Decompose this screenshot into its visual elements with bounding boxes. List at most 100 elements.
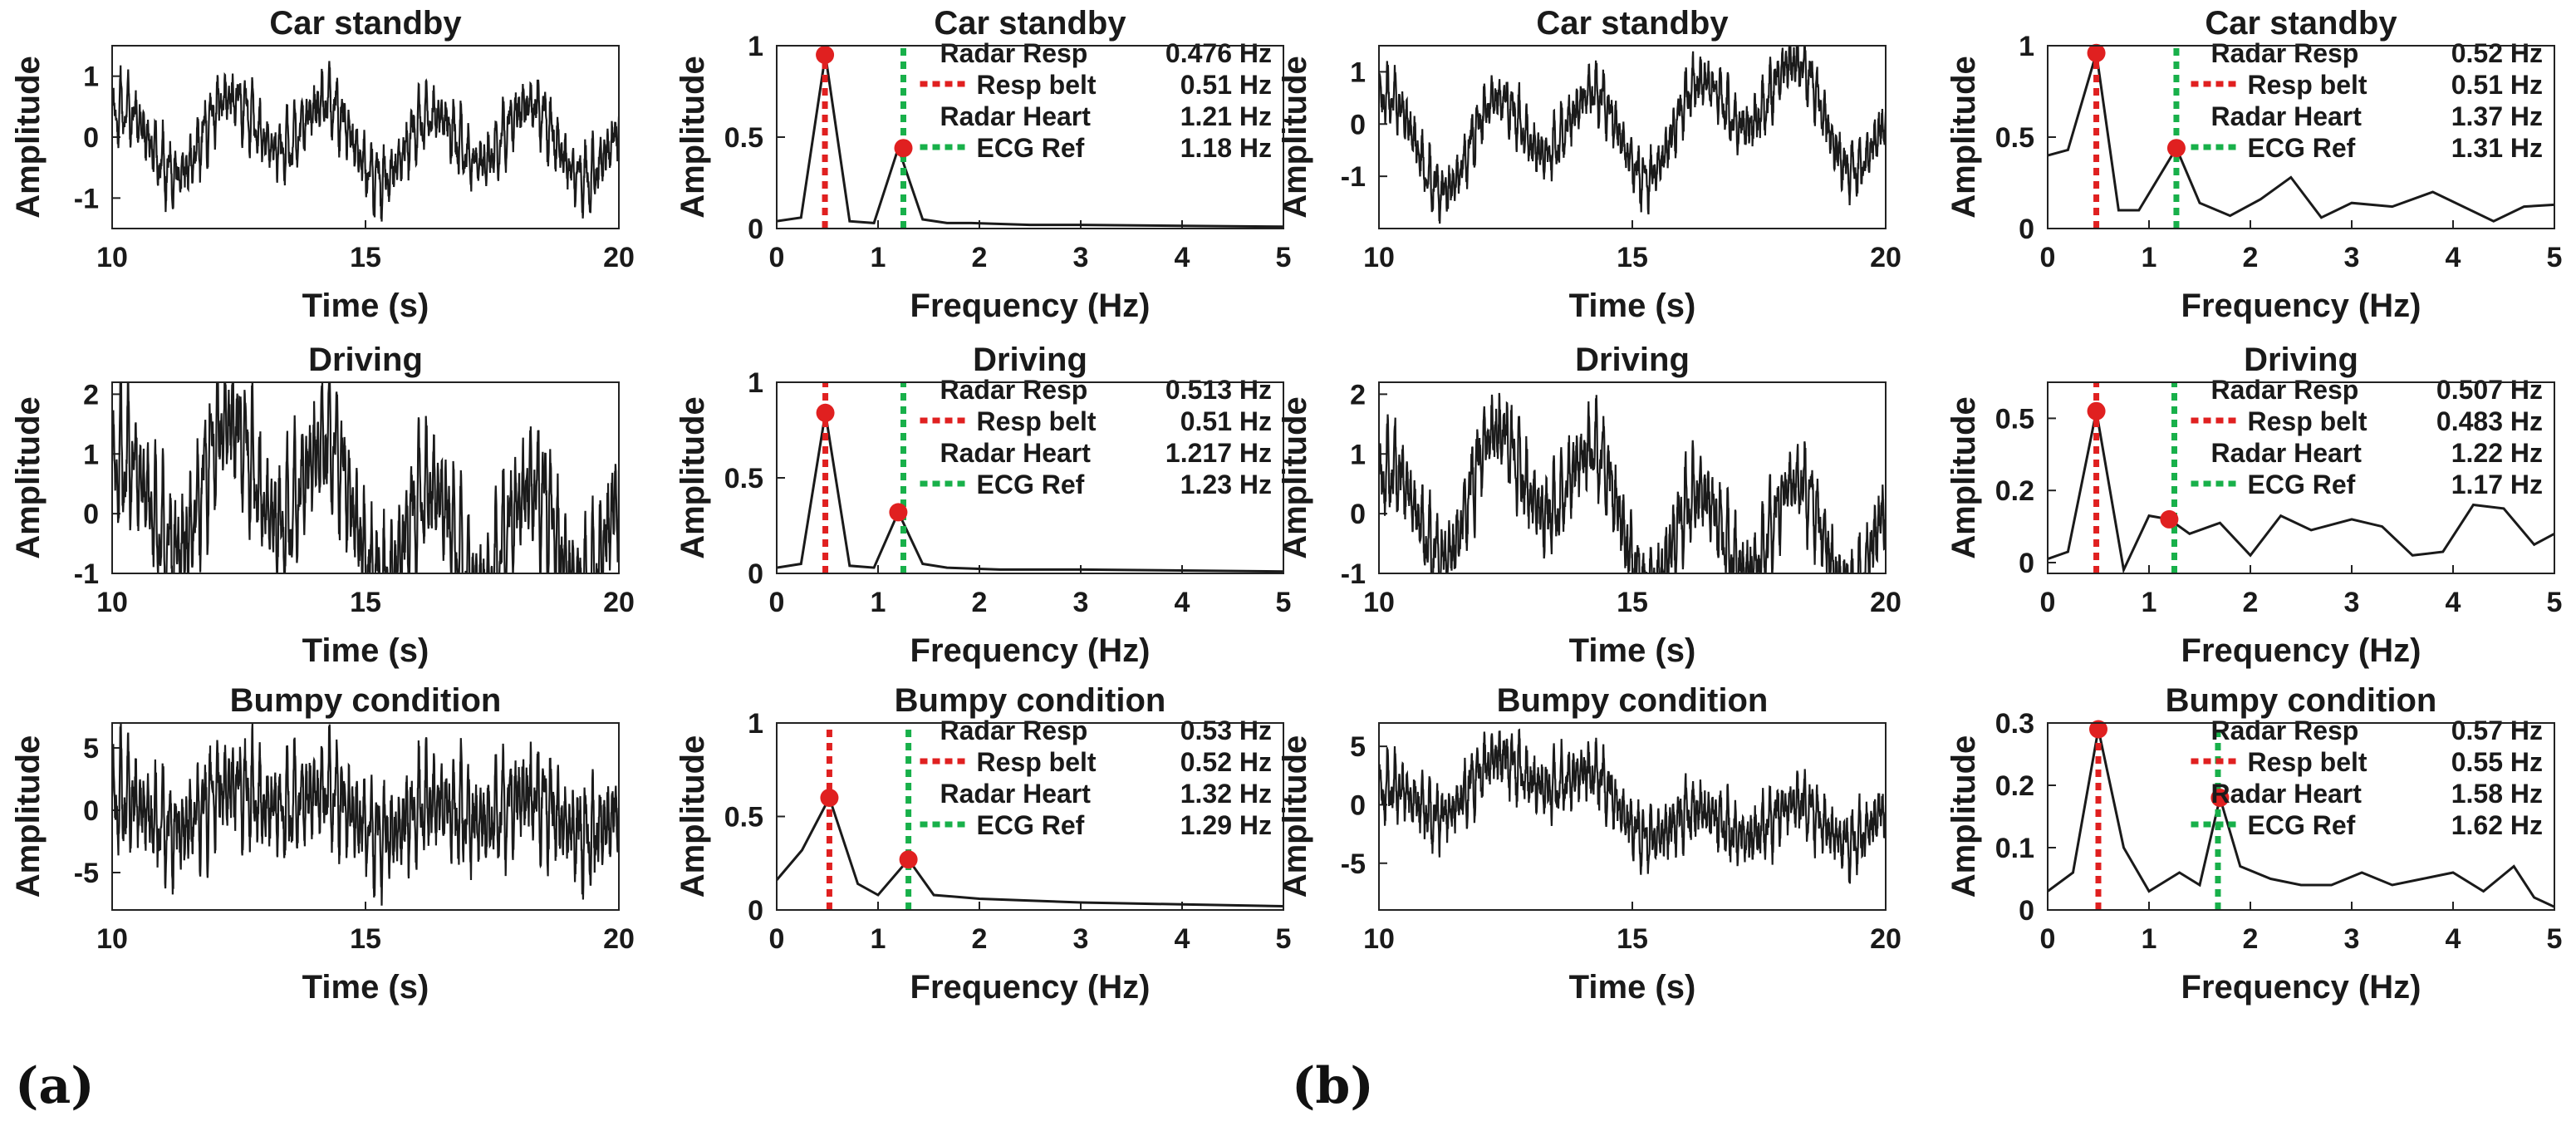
x-tick-label: 0	[2040, 587, 2056, 618]
heart-peak-marker	[2160, 509, 2179, 529]
heart-peak-marker	[899, 850, 918, 869]
y-axis-label: Amplitude	[10, 56, 47, 219]
x-tick-label: 3	[1073, 587, 1089, 618]
spectrum-line	[2048, 411, 2554, 573]
y-tick-label: 1	[1350, 57, 1366, 88]
x-tick-label: 0	[769, 587, 785, 618]
signal-trace	[1379, 46, 1886, 224]
legend-label: Radar Resp	[2211, 375, 2359, 405]
y-tick-label: -1	[1341, 558, 1366, 590]
chart-a-time-bumpy: Bumpy condition Time (s) Amplitude 10 15 20 -5…	[10, 682, 635, 1006]
plot-frame	[776, 722, 1284, 911]
panel-label-a: (a)	[15, 1057, 95, 1115]
y-tick-label: 2	[83, 379, 99, 411]
chart-b-spec-standby: Car standby Frequency (Hz) Amplitude 0 1 2 3 4 5…	[1945, 5, 2562, 324]
x-tick-label: 2	[972, 242, 988, 273]
signal-trace	[112, 61, 619, 222]
x-axis-label: Frequency (Hz)	[910, 969, 1151, 1006]
legend-value: 0.53 Hz	[1180, 716, 1272, 745]
legend-label: Resp belt	[2248, 406, 2367, 436]
x-tick-label: 20	[1870, 587, 1901, 618]
x-tick-label: 2	[2243, 587, 2259, 618]
x-tick-label: 2	[2243, 923, 2259, 955]
x-tick-label: 20	[1870, 923, 1901, 955]
resp-peak-marker	[820, 789, 839, 807]
x-tick-label: 1	[871, 587, 886, 618]
y-tick-label: 1	[748, 31, 763, 62]
y-tick-label: -5	[1341, 848, 1366, 880]
y-tick-label: -5	[74, 858, 99, 889]
x-tick-label: 3	[2344, 242, 2360, 273]
x-axis-label: Frequency (Hz)	[910, 288, 1151, 324]
heart-peak-marker	[894, 139, 913, 158]
heart-peak-marker	[889, 503, 908, 522]
y-tick-label: 5	[83, 733, 99, 765]
chart-title: Car standby	[934, 5, 1126, 42]
x-tick-label: 20	[603, 587, 635, 618]
chart-title: Driving	[308, 342, 423, 378]
y-axis-label: Amplitude	[10, 396, 47, 559]
x-tick-label: 4	[1175, 587, 1190, 618]
y-tick-label: 0.5	[724, 802, 763, 834]
legend-value: 1.32 Hz	[1180, 779, 1272, 809]
x-tick-label: 5	[1276, 587, 1292, 618]
x-tick-label: 10	[96, 923, 128, 955]
y-tick-label: 0.5	[1995, 122, 2034, 154]
x-tick-label: 5	[2547, 587, 2563, 618]
plot-frame	[111, 381, 620, 574]
resp-peak-marker	[816, 403, 835, 422]
legend-label: ECG Ref	[977, 470, 1085, 499]
legend-label: ECG Ref	[2248, 133, 2356, 163]
legend-value: 1.21 Hz	[1180, 101, 1272, 131]
plot-frame	[2047, 722, 2555, 911]
legend-label: Radar Heart	[940, 438, 1092, 468]
chart-a-spec-standby: Car standby Frequency (Hz) Amplitude 0 1 2 3 4 5…	[675, 5, 1291, 324]
legend-value: 1.18 Hz	[1180, 133, 1272, 163]
y-axis-label: Amplitude	[675, 396, 711, 559]
spectrum-line	[777, 412, 1283, 573]
y-tick-label: 1	[83, 439, 99, 470]
y-tick-label: 0	[83, 795, 99, 827]
x-tick-label: 15	[1617, 587, 1648, 618]
x-tick-label: 4	[1175, 923, 1190, 955]
x-axis-label: Frequency (Hz)	[2181, 632, 2421, 669]
legend-label: ECG Ref	[977, 810, 1085, 840]
y-tick-label: 0	[1350, 109, 1366, 140]
x-tick-label: 3	[1073, 242, 1089, 273]
x-tick-label: 3	[2344, 587, 2360, 618]
chart-title: Driving	[973, 342, 1087, 378]
y-tick-label: 1	[1350, 439, 1366, 470]
y-tick-label: 0.5	[1995, 403, 2034, 435]
chart-title: Bumpy condition	[895, 682, 1166, 719]
legend-value: 0.52 Hz	[2451, 38, 2543, 68]
x-axis-label: Time (s)	[1569, 632, 1696, 669]
x-tick-label: 5	[2547, 923, 2563, 955]
y-axis-label: Amplitude	[1277, 56, 1313, 219]
y-tick-label: 0	[83, 499, 99, 530]
x-tick-label: 2	[972, 587, 988, 618]
y-tick-label: 0	[748, 558, 763, 590]
heart-peak-marker	[2210, 789, 2230, 807]
y-tick-label: 5	[1350, 731, 1366, 763]
y-tick-label: 0.5	[724, 122, 763, 154]
legend-label: ECG Ref	[2248, 810, 2356, 840]
resp-peak-marker	[2089, 720, 2107, 739]
legend-value: 1.31 Hz	[2451, 133, 2543, 163]
chart-title: Car standby	[269, 5, 462, 42]
legend-value: 1.62 Hz	[2451, 810, 2543, 840]
legend-label: Resp belt	[977, 70, 1097, 100]
chart-b-spec-driving: Driving Frequency (Hz) Amplitude 0 1 2 3 4 5 0 0.2…	[1945, 342, 2562, 669]
y-tick-label: 0	[83, 122, 99, 154]
x-tick-label: 4	[2446, 923, 2461, 955]
legend-value: 1.58 Hz	[2451, 779, 2543, 809]
legend-value: 0.51 Hz	[1180, 70, 1272, 100]
x-tick-label: 1	[871, 242, 886, 273]
y-axis-label: Amplitude	[1945, 56, 1982, 219]
x-tick-label: 1	[2142, 923, 2157, 955]
y-axis-label: Amplitude	[675, 56, 711, 219]
x-tick-label: 15	[1617, 242, 1648, 273]
spectrum-line	[2048, 52, 2554, 223]
plot-frame	[1378, 381, 1887, 574]
chart-title: Car standby	[2205, 5, 2397, 42]
